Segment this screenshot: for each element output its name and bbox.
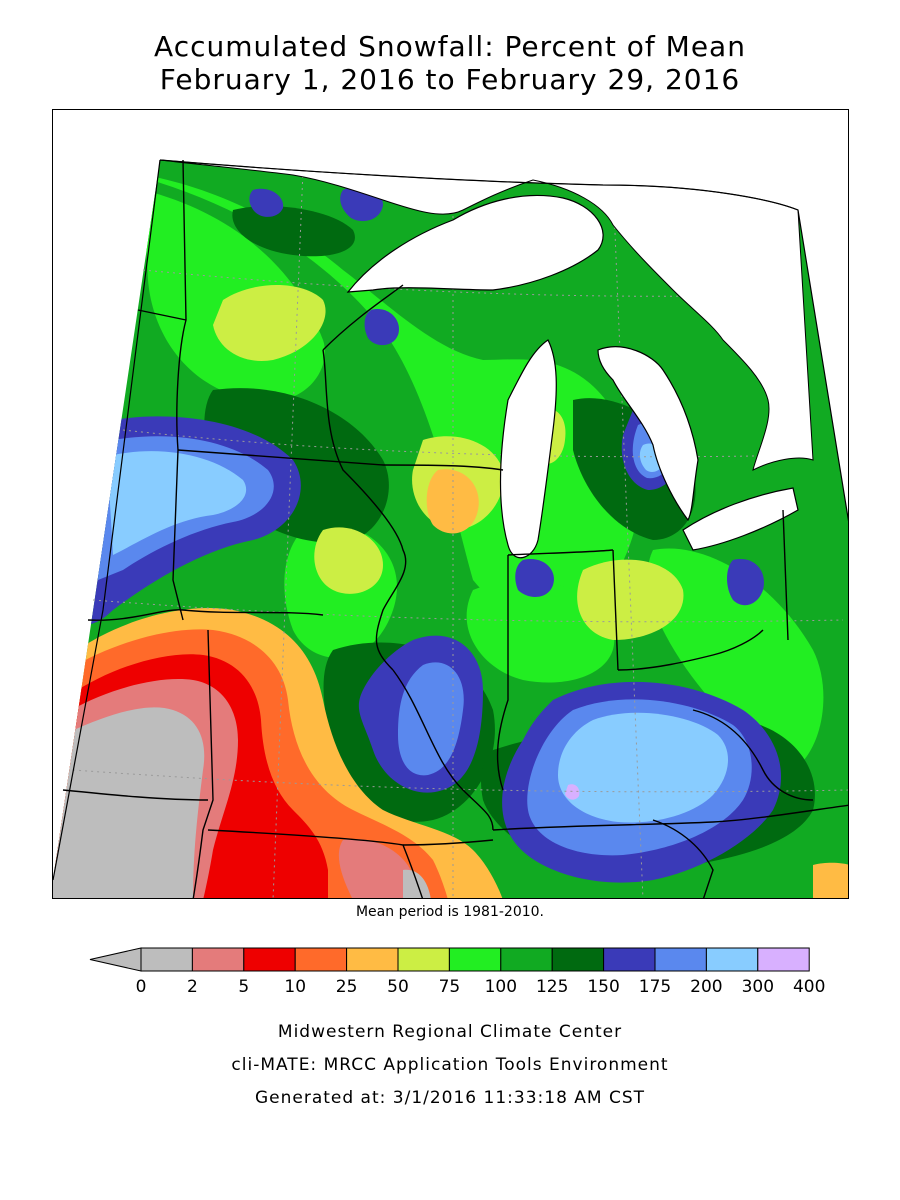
credit-application: cli-MATE: MRCC Application Tools Environ… [231, 1055, 669, 1075]
legend-tick-label: 100 [485, 977, 517, 997]
legend-bin-175-200 [654, 947, 707, 972]
credit-organization: Midwestern Regional Climate Center [277, 1022, 623, 1042]
legend-bin-25-50 [346, 947, 399, 972]
legend-under-arrow [89, 947, 142, 972]
legend-bin-0-2 [140, 947, 193, 972]
legend-bin-5-10 [243, 947, 296, 972]
snowfall-map [52, 109, 849, 899]
legend-tick-label: 50 [387, 977, 409, 997]
legend-bins [89, 947, 810, 972]
legend-tick-labels: 0 2 5 10 25 50 75 100 125 150 175 200 300 400 [136, 977, 826, 997]
legend-tick-label: 25 [336, 977, 358, 997]
legend-tick-label: 0 [136, 977, 147, 997]
great-lakes [346, 194, 799, 559]
map-title-line1: Accumulated Snowfall: Percent of Mean [154, 30, 746, 63]
mean-period-note: Mean period is 1981-2010. [355, 904, 545, 920]
legend-bin-300-400 [757, 947, 810, 972]
legend-tick-label: 2 [187, 977, 198, 997]
legend-tick-label: 175 [639, 977, 671, 997]
map-title-line2: February 1, 2016 to February 29, 2016 [159, 63, 741, 96]
legend-bin-2-5 [191, 947, 245, 972]
legend-tick-label: 75 [439, 977, 461, 997]
legend-tick-label: 150 [587, 977, 619, 997]
state-borders [62, 159, 848, 898]
legend-bin-200-300 [705, 947, 759, 972]
color-legend: 0 2 5 10 25 50 75 100 125 150 175 200 300 400 [89, 947, 826, 997]
legend-tick-label: 10 [284, 977, 306, 997]
credit-generated-time: Generated at: 3/1/2016 11:33:18 AM CST [254, 1088, 646, 1108]
legend-tick-label: 5 [238, 977, 249, 997]
legend-bin-50-75 [397, 947, 450, 972]
legend-bin-75-100 [448, 947, 502, 972]
legend-tick-label: 125 [536, 977, 568, 997]
legend-tick-label: 200 [690, 977, 722, 997]
legend-tick-label: 300 [742, 977, 774, 997]
legend-bin-10-25 [294, 947, 348, 972]
legend-bin-150-175 [603, 947, 656, 972]
legend-bin-125-150 [551, 947, 605, 972]
legend-bin-100-125 [500, 947, 553, 972]
legend-tick-label: 400 [793, 977, 825, 997]
domain-outline [53, 159, 848, 881]
